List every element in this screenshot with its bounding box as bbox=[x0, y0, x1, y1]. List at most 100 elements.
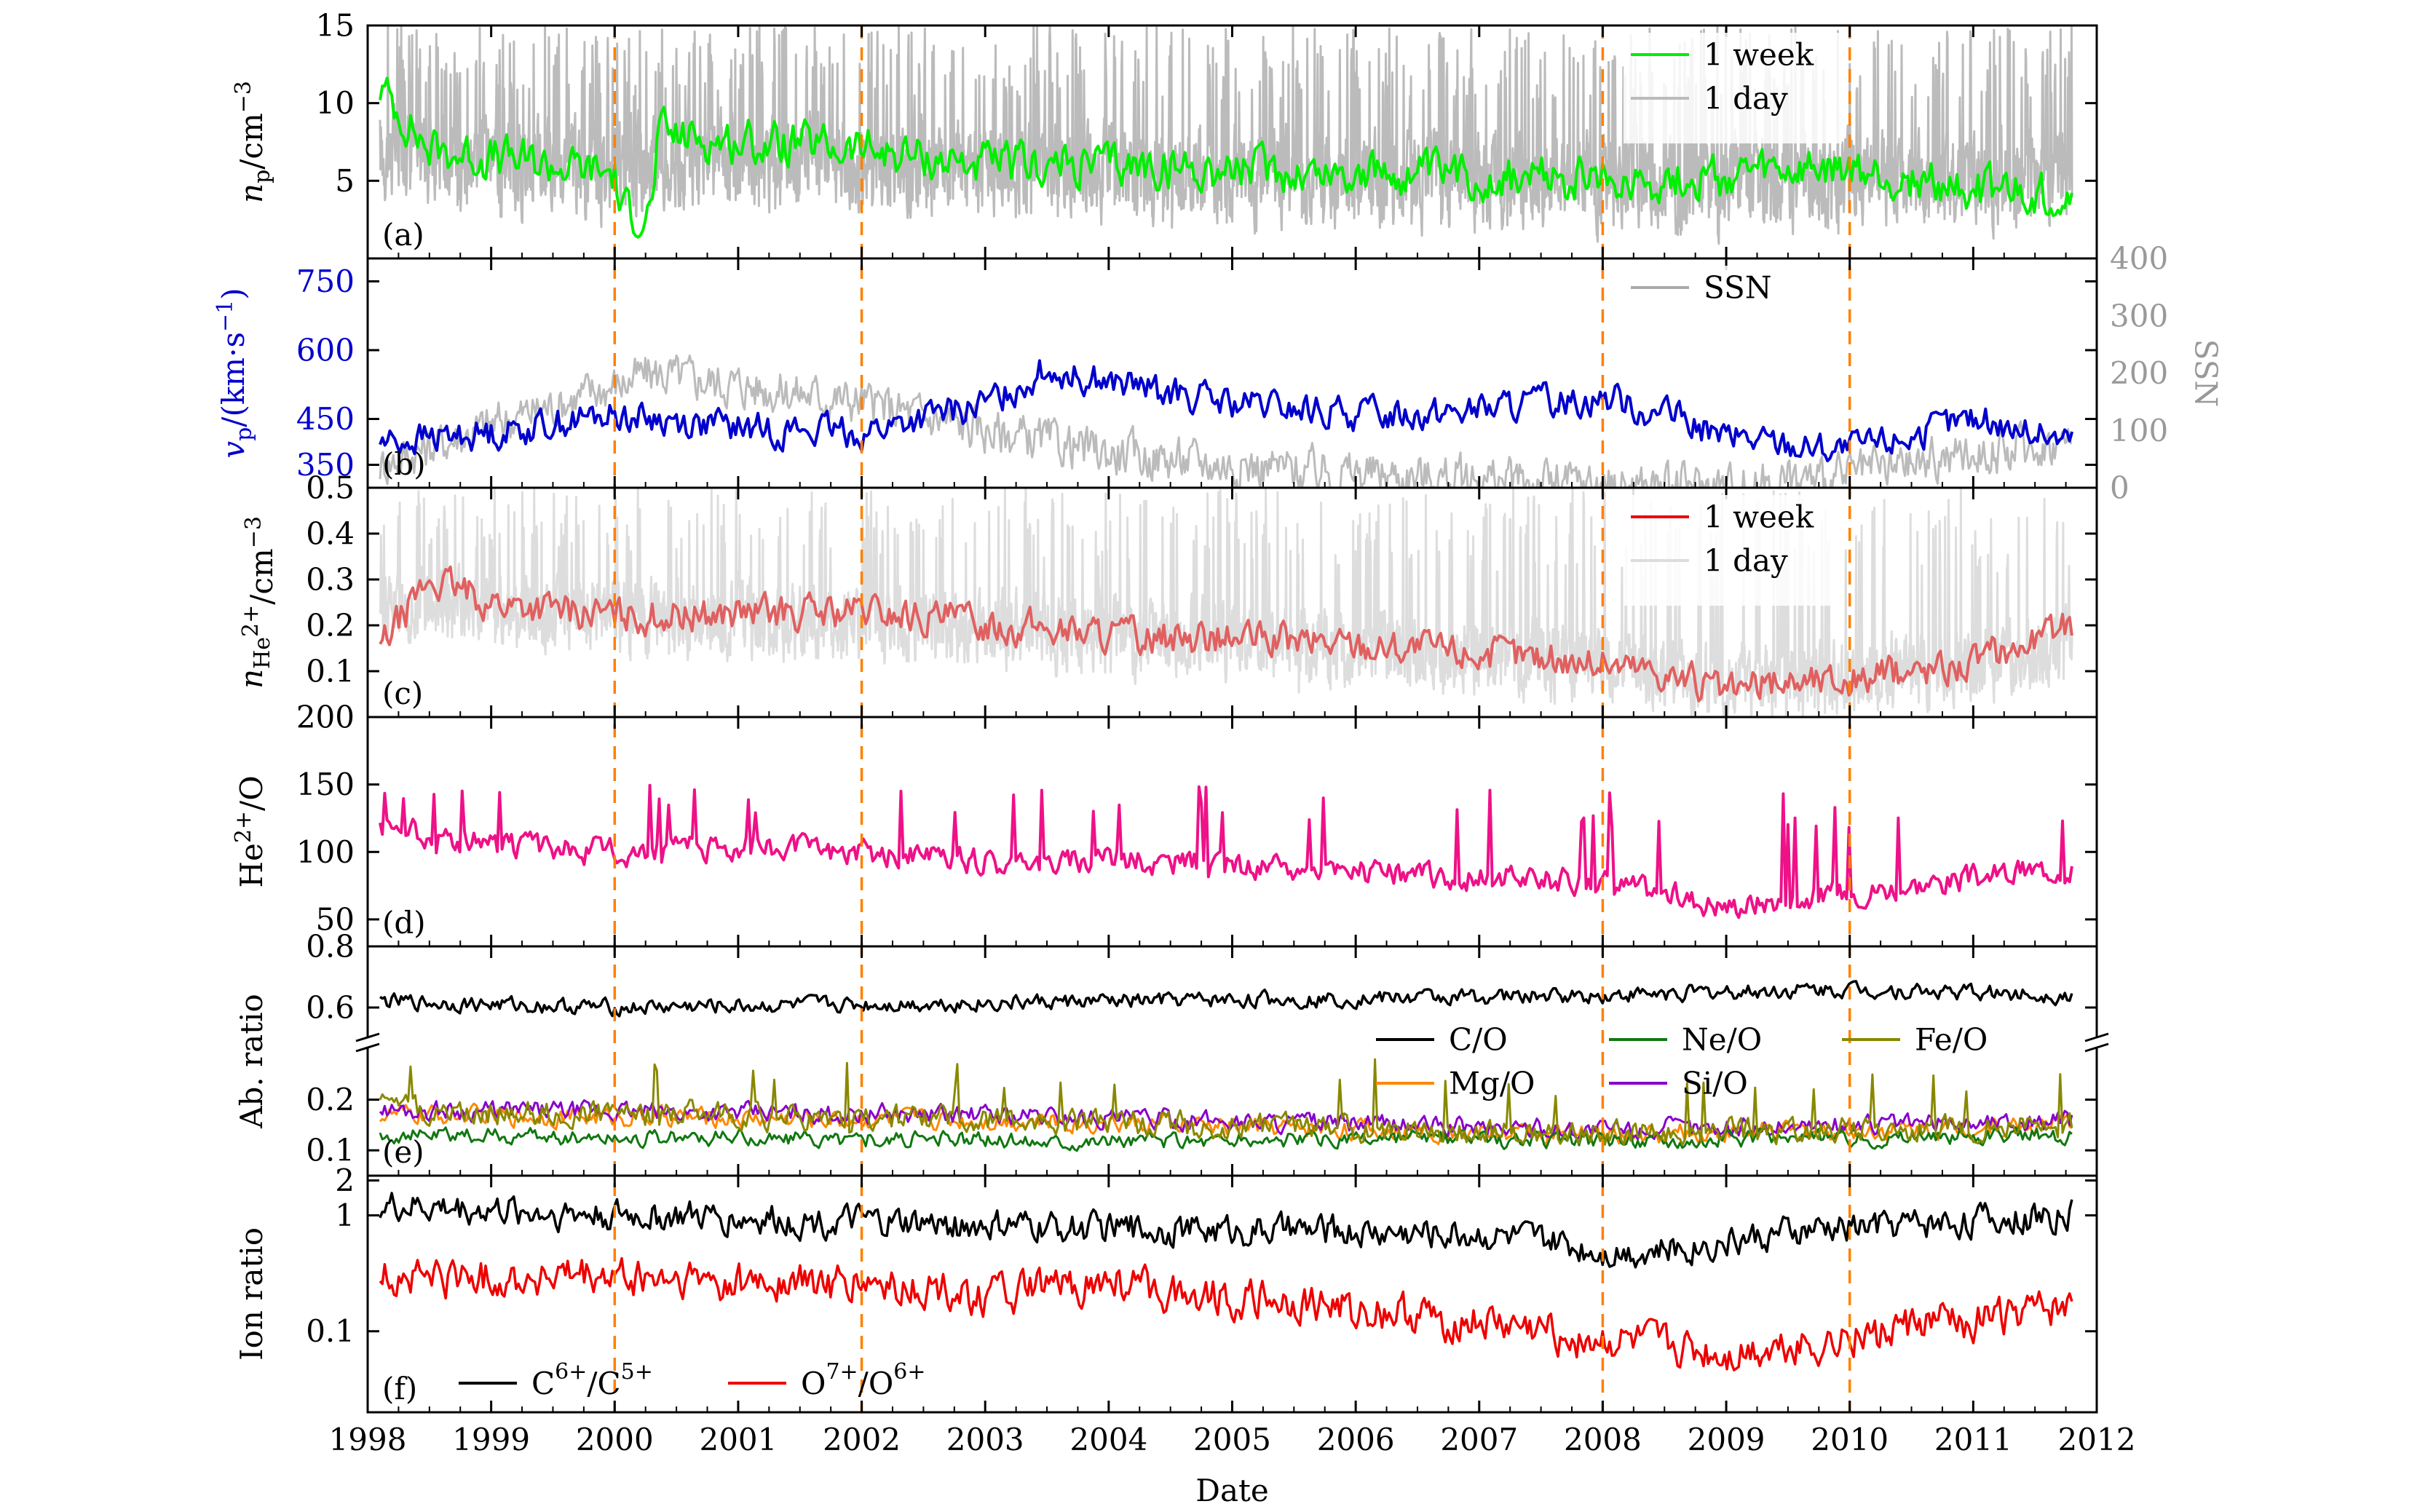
y2tick-label: 400 bbox=[2110, 241, 2168, 277]
legend-label: Mg/O bbox=[1449, 1066, 1535, 1101]
y-axis-label-f: Ion ratio bbox=[234, 1227, 269, 1361]
axis-break-mark bbox=[355, 1032, 380, 1042]
series-v-p bbox=[379, 359, 2074, 463]
y-axis-label-b: vp/(km·s−1) bbox=[213, 288, 257, 458]
xtick-label: 2011 bbox=[1934, 1422, 2012, 1457]
xtick-label: 2012 bbox=[2058, 1422, 2136, 1457]
panel-f bbox=[379, 1192, 2073, 1372]
ytick-label: 0.1 bbox=[306, 1313, 355, 1349]
series-1-week bbox=[379, 565, 2073, 702]
xtick-label: 2007 bbox=[1440, 1422, 1518, 1457]
ytick-label: 0.1 bbox=[306, 654, 355, 689]
ytick-label: 750 bbox=[296, 264, 355, 299]
xtick-label: 1998 bbox=[329, 1422, 407, 1457]
ytick-label: 0.2 bbox=[306, 608, 355, 644]
y-axis-label-d: He2+/O bbox=[231, 775, 269, 887]
panel-label-d: (d) bbox=[382, 905, 426, 941]
panel-e bbox=[379, 980, 2073, 1152]
legend-label: SSN bbox=[1704, 270, 1772, 306]
series-ssn bbox=[379, 354, 2073, 488]
panel-d bbox=[379, 783, 2073, 919]
xtick-label: 2000 bbox=[576, 1422, 654, 1457]
series-fe-o bbox=[379, 1058, 2073, 1147]
legend-a: 1 week 1 day bbox=[1624, 33, 1842, 143]
xtick-label: 1999 bbox=[452, 1422, 530, 1457]
legend-label: Fe/O bbox=[1915, 1022, 1988, 1058]
ytick-label: 600 bbox=[296, 333, 355, 368]
legend-label: 1 week bbox=[1704, 499, 1814, 535]
y-axis-label-c: nHe2+/cm−3 bbox=[234, 516, 280, 689]
legend-c: 1 week 1 day bbox=[1624, 495, 1842, 606]
xtick-label: 2009 bbox=[1688, 1422, 1765, 1457]
axis-break-mark bbox=[355, 1042, 380, 1053]
series-1-week bbox=[379, 76, 2073, 239]
ytick-label: 50 bbox=[316, 901, 355, 937]
series-1-day bbox=[379, 25, 2073, 245]
panel-a bbox=[379, 25, 2073, 245]
ytick-label: 10 bbox=[316, 85, 355, 121]
y2-axis-label: SSN bbox=[2188, 339, 2224, 408]
xtick-label: 2002 bbox=[823, 1422, 901, 1457]
legend-box bbox=[1624, 495, 1842, 606]
y-axis-label-a: np/cm−3 bbox=[231, 81, 275, 203]
xtick-label: 2010 bbox=[1811, 1422, 1889, 1457]
panel-frame-d bbox=[366, 716, 2098, 948]
legend-label: 1 day bbox=[1704, 543, 1788, 579]
ytick-label: 0.8 bbox=[306, 929, 355, 965]
series-si-o bbox=[379, 1099, 2073, 1141]
panel-label-f: (f) bbox=[382, 1371, 417, 1406]
y2tick-label: 300 bbox=[2110, 298, 2168, 333]
ytick-label: 2 bbox=[335, 1163, 355, 1198]
ytick-label: 450 bbox=[296, 401, 355, 437]
legend-label: Ne/O bbox=[1682, 1022, 1762, 1058]
ytick-label: 200 bbox=[296, 700, 355, 735]
axis-break-mark bbox=[2084, 1042, 2109, 1053]
series-he2-o bbox=[379, 783, 2073, 919]
legends: 1 week 1 day SSN 1 week 1 day C/O Ne/O Fe/O Mg/O… bbox=[459, 33, 1988, 1401]
xtick-label: 2003 bbox=[946, 1422, 1024, 1457]
y2tick-label: 200 bbox=[2110, 355, 2168, 391]
ytick-label: 5 bbox=[335, 163, 355, 199]
series-c-o bbox=[379, 980, 2073, 1018]
ytick-label: 0.3 bbox=[306, 562, 355, 598]
xtick-label: 2005 bbox=[1193, 1422, 1271, 1457]
legend-label: 1 day bbox=[1704, 81, 1788, 116]
legend-label: C/O bbox=[1449, 1022, 1508, 1058]
ytick-label: 0.2 bbox=[306, 1082, 355, 1117]
series-1-day bbox=[379, 488, 2073, 717]
ytick-label: 0.1 bbox=[306, 1133, 355, 1168]
ytick-label: 350 bbox=[296, 447, 355, 483]
legend-label: 1 week bbox=[1704, 37, 1814, 73]
panel-frames bbox=[355, 24, 2109, 1414]
y2tick-label: 100 bbox=[2110, 413, 2168, 448]
panel-label-e: (e) bbox=[382, 1134, 424, 1170]
panel-label-c: (c) bbox=[382, 676, 423, 711]
series-ne-o bbox=[379, 1126, 2073, 1152]
ytick-label: 1 bbox=[335, 1198, 355, 1233]
ytick-label: 150 bbox=[296, 767, 355, 802]
legend-b: SSN bbox=[1624, 266, 1842, 333]
x-axis-label: Date bbox=[1195, 1473, 1268, 1508]
legend-e: C/O Ne/O Fe/O Mg/O Si/O bbox=[1376, 1022, 1988, 1101]
panel-b bbox=[379, 354, 2074, 488]
legend-label: Si/O bbox=[1682, 1066, 1748, 1101]
ytick-label: 0.4 bbox=[306, 516, 355, 552]
xtick-label: 2004 bbox=[1069, 1422, 1147, 1457]
series-o7-o6- bbox=[379, 1256, 2073, 1372]
panel-label-b: (b) bbox=[382, 446, 426, 482]
series-c6-c5- bbox=[379, 1192, 2073, 1269]
ytick-label: 100 bbox=[296, 834, 355, 870]
panel-frame-e bbox=[366, 945, 2098, 1177]
panel-label-a: (a) bbox=[382, 217, 424, 253]
xtick-label: 2001 bbox=[699, 1422, 777, 1457]
xtick-label: 2006 bbox=[1317, 1422, 1395, 1457]
y-axis-label-e: Ab. ratio bbox=[234, 994, 269, 1129]
axis-break-mark bbox=[2084, 1032, 2109, 1042]
xtick-label: 2008 bbox=[1564, 1422, 1642, 1457]
legend-label: C6+/C5+ bbox=[531, 1359, 653, 1401]
legend-box bbox=[1624, 266, 1842, 333]
ytick-label: 0.5 bbox=[306, 470, 355, 506]
ytick-label: 0.6 bbox=[306, 990, 355, 1026]
ytick-label: 15 bbox=[316, 8, 355, 44]
